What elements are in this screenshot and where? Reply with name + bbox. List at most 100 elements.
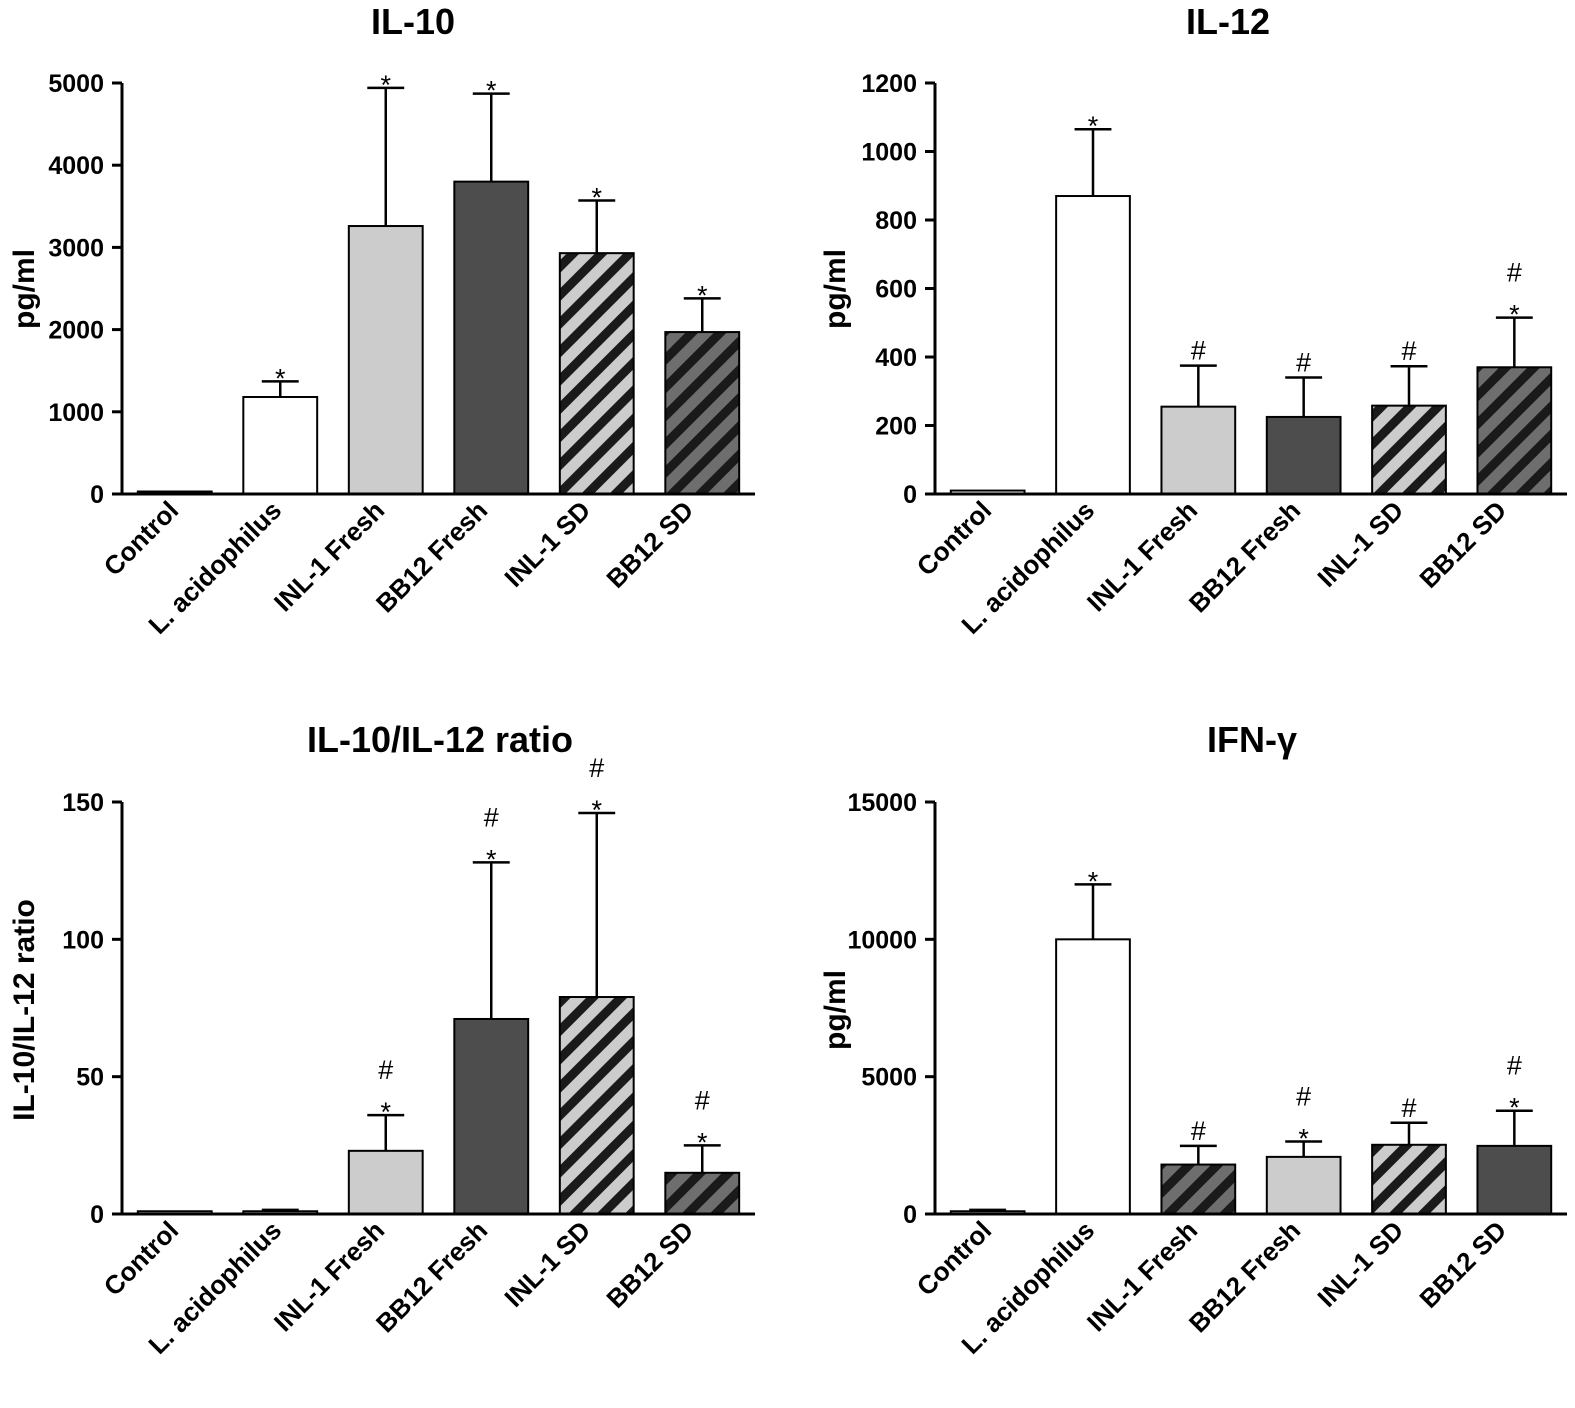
error-bar xyxy=(472,92,510,182)
panel-il10: IL-10 pg/ml 0 1000 2000 3000 4000 5000 *… xyxy=(8,1,755,640)
x-category-label: BB12 SD xyxy=(600,1215,699,1314)
y-axis-label: pg/ml xyxy=(819,249,852,329)
y-tick-label: 4000 xyxy=(48,152,104,180)
error-bar xyxy=(1179,364,1217,407)
panel-ifn-gamma: IFN-γ pg/ml 0 5000 10000 15000 * # * # # * # C… xyxy=(819,719,1567,1360)
bar-bb12-sd xyxy=(664,331,741,496)
y-tick-label: 600 xyxy=(875,276,917,304)
x-category-label: BB12 Fresh xyxy=(370,495,493,618)
error-bar xyxy=(969,1208,1007,1212)
error-bar xyxy=(367,86,405,227)
significance-hash: # xyxy=(484,802,499,832)
y-tick-label: 400 xyxy=(875,344,917,372)
error-bar xyxy=(1179,1144,1217,1165)
x-category-label: INL-1 SD xyxy=(1311,495,1409,593)
bar-inl-1-sd xyxy=(1371,404,1447,496)
error-bar xyxy=(261,1208,299,1212)
error-bar xyxy=(1285,1140,1323,1157)
error-bar xyxy=(1074,127,1112,197)
y-tick-label: 0 xyxy=(903,1201,917,1229)
plot-area: * * * * * xyxy=(136,70,741,496)
significance-hash: # xyxy=(378,1055,393,1085)
x-category-label: Control xyxy=(911,1215,998,1302)
y-tick-label: 100 xyxy=(62,926,104,954)
significance-hash: # xyxy=(1191,336,1206,366)
significance-hash: # xyxy=(1507,258,1522,288)
bar-l-acidophilus xyxy=(242,396,319,495)
significance-star: * xyxy=(1088,111,1099,141)
significance-star: * xyxy=(1298,1123,1309,1153)
x-category-label: BB12 Fresh xyxy=(1183,495,1306,618)
y-tick-label: 1200 xyxy=(861,70,917,98)
significance-star: * xyxy=(380,1097,391,1127)
bar-inl-1-fresh xyxy=(1160,405,1237,496)
error-bar xyxy=(683,1144,721,1173)
significance-hash: # xyxy=(1401,1093,1416,1123)
significance-hash: # xyxy=(1296,348,1311,378)
y-tick-label: 1000 xyxy=(48,399,104,427)
x-category-label: Control xyxy=(98,1215,185,1302)
error-bar xyxy=(1495,316,1533,368)
significance-star: * xyxy=(380,70,391,100)
bar-l-acidophilus xyxy=(1055,195,1131,495)
significance-star: * xyxy=(1088,866,1099,896)
y-tick-label: 5000 xyxy=(861,1064,917,1092)
y-axis: 0 50 100 150 xyxy=(62,789,124,1229)
chart-title: IL-10 xyxy=(371,1,455,42)
bar-bb12-fresh xyxy=(453,180,530,495)
bar-inl-1-fresh xyxy=(1160,1163,1237,1216)
y-tick-label: 10000 xyxy=(847,926,917,954)
x-category-label: BB12 Fresh xyxy=(1183,1215,1306,1338)
significance-star: * xyxy=(275,363,286,393)
bar-bb12-sd xyxy=(664,1171,741,1216)
y-tick-label: 50 xyxy=(76,1064,104,1092)
y-tick-label: 5000 xyxy=(48,70,104,98)
y-axis: 0 5000 10000 15000 xyxy=(847,789,937,1229)
bar-inl-1-fresh xyxy=(347,1149,424,1215)
bar-inl-1-fresh xyxy=(347,225,424,495)
significance-hash: # xyxy=(695,1085,710,1115)
chart-title: IL-12 xyxy=(1186,1,1270,42)
error-bar xyxy=(472,861,510,1019)
error-bar xyxy=(1285,376,1323,417)
error-bar xyxy=(1390,1121,1428,1145)
significance-star: * xyxy=(486,844,497,874)
error-bar xyxy=(578,811,616,998)
bar-bb12-fresh xyxy=(453,1017,530,1216)
error-bar xyxy=(1495,1109,1533,1146)
bar-inl-1-sd xyxy=(1371,1143,1447,1216)
chart-title: IFN-γ xyxy=(1207,719,1297,760)
plot-area: * # * # # * # xyxy=(949,866,1553,1216)
x-axis-labels: Control L. acidophilus INL-1 Fresh BB12 … xyxy=(98,1215,700,1360)
bar-inl-1-sd xyxy=(558,996,635,1215)
x-category-label: BB12 SD xyxy=(1413,1215,1512,1314)
significance-hash: # xyxy=(1191,1116,1206,1146)
significance-star: * xyxy=(591,795,602,825)
error-bar xyxy=(1390,364,1428,406)
y-tick-label: 2000 xyxy=(48,317,104,345)
significance-hash: # xyxy=(589,753,604,783)
y-tick-label: 0 xyxy=(90,481,104,509)
y-tick-label: 0 xyxy=(903,481,917,509)
error-bar xyxy=(367,1113,405,1151)
chart-title: IL-10/IL-12 ratio xyxy=(307,719,573,760)
x-category-label: INL-1 SD xyxy=(498,1215,596,1313)
significance-star: * xyxy=(486,76,497,106)
error-bar xyxy=(683,297,721,333)
y-tick-label: 15000 xyxy=(847,789,917,817)
x-category-label: INL-1 SD xyxy=(1311,1215,1409,1313)
plot-area: * # # # * # xyxy=(949,111,1553,496)
y-tick-label: 1000 xyxy=(861,139,917,167)
y-tick-label: 150 xyxy=(62,789,104,817)
significance-star: * xyxy=(591,183,602,213)
x-axis-labels: Control L. acidophilus INL-1 Fresh BB12 … xyxy=(911,1215,1513,1360)
significance-hash: # xyxy=(1296,1081,1311,1111)
x-axis-labels: Control L. acidophilus INL-1 Fresh BB12 … xyxy=(911,495,1513,640)
bar-bb12-fresh xyxy=(1265,415,1342,495)
bar-l-acidophilus xyxy=(1055,938,1131,1215)
x-category-label: BB12 Fresh xyxy=(370,1215,493,1338)
y-tick-label: 800 xyxy=(875,207,917,235)
significance-star: * xyxy=(1509,300,1520,330)
y-tick-label: 200 xyxy=(875,413,917,441)
